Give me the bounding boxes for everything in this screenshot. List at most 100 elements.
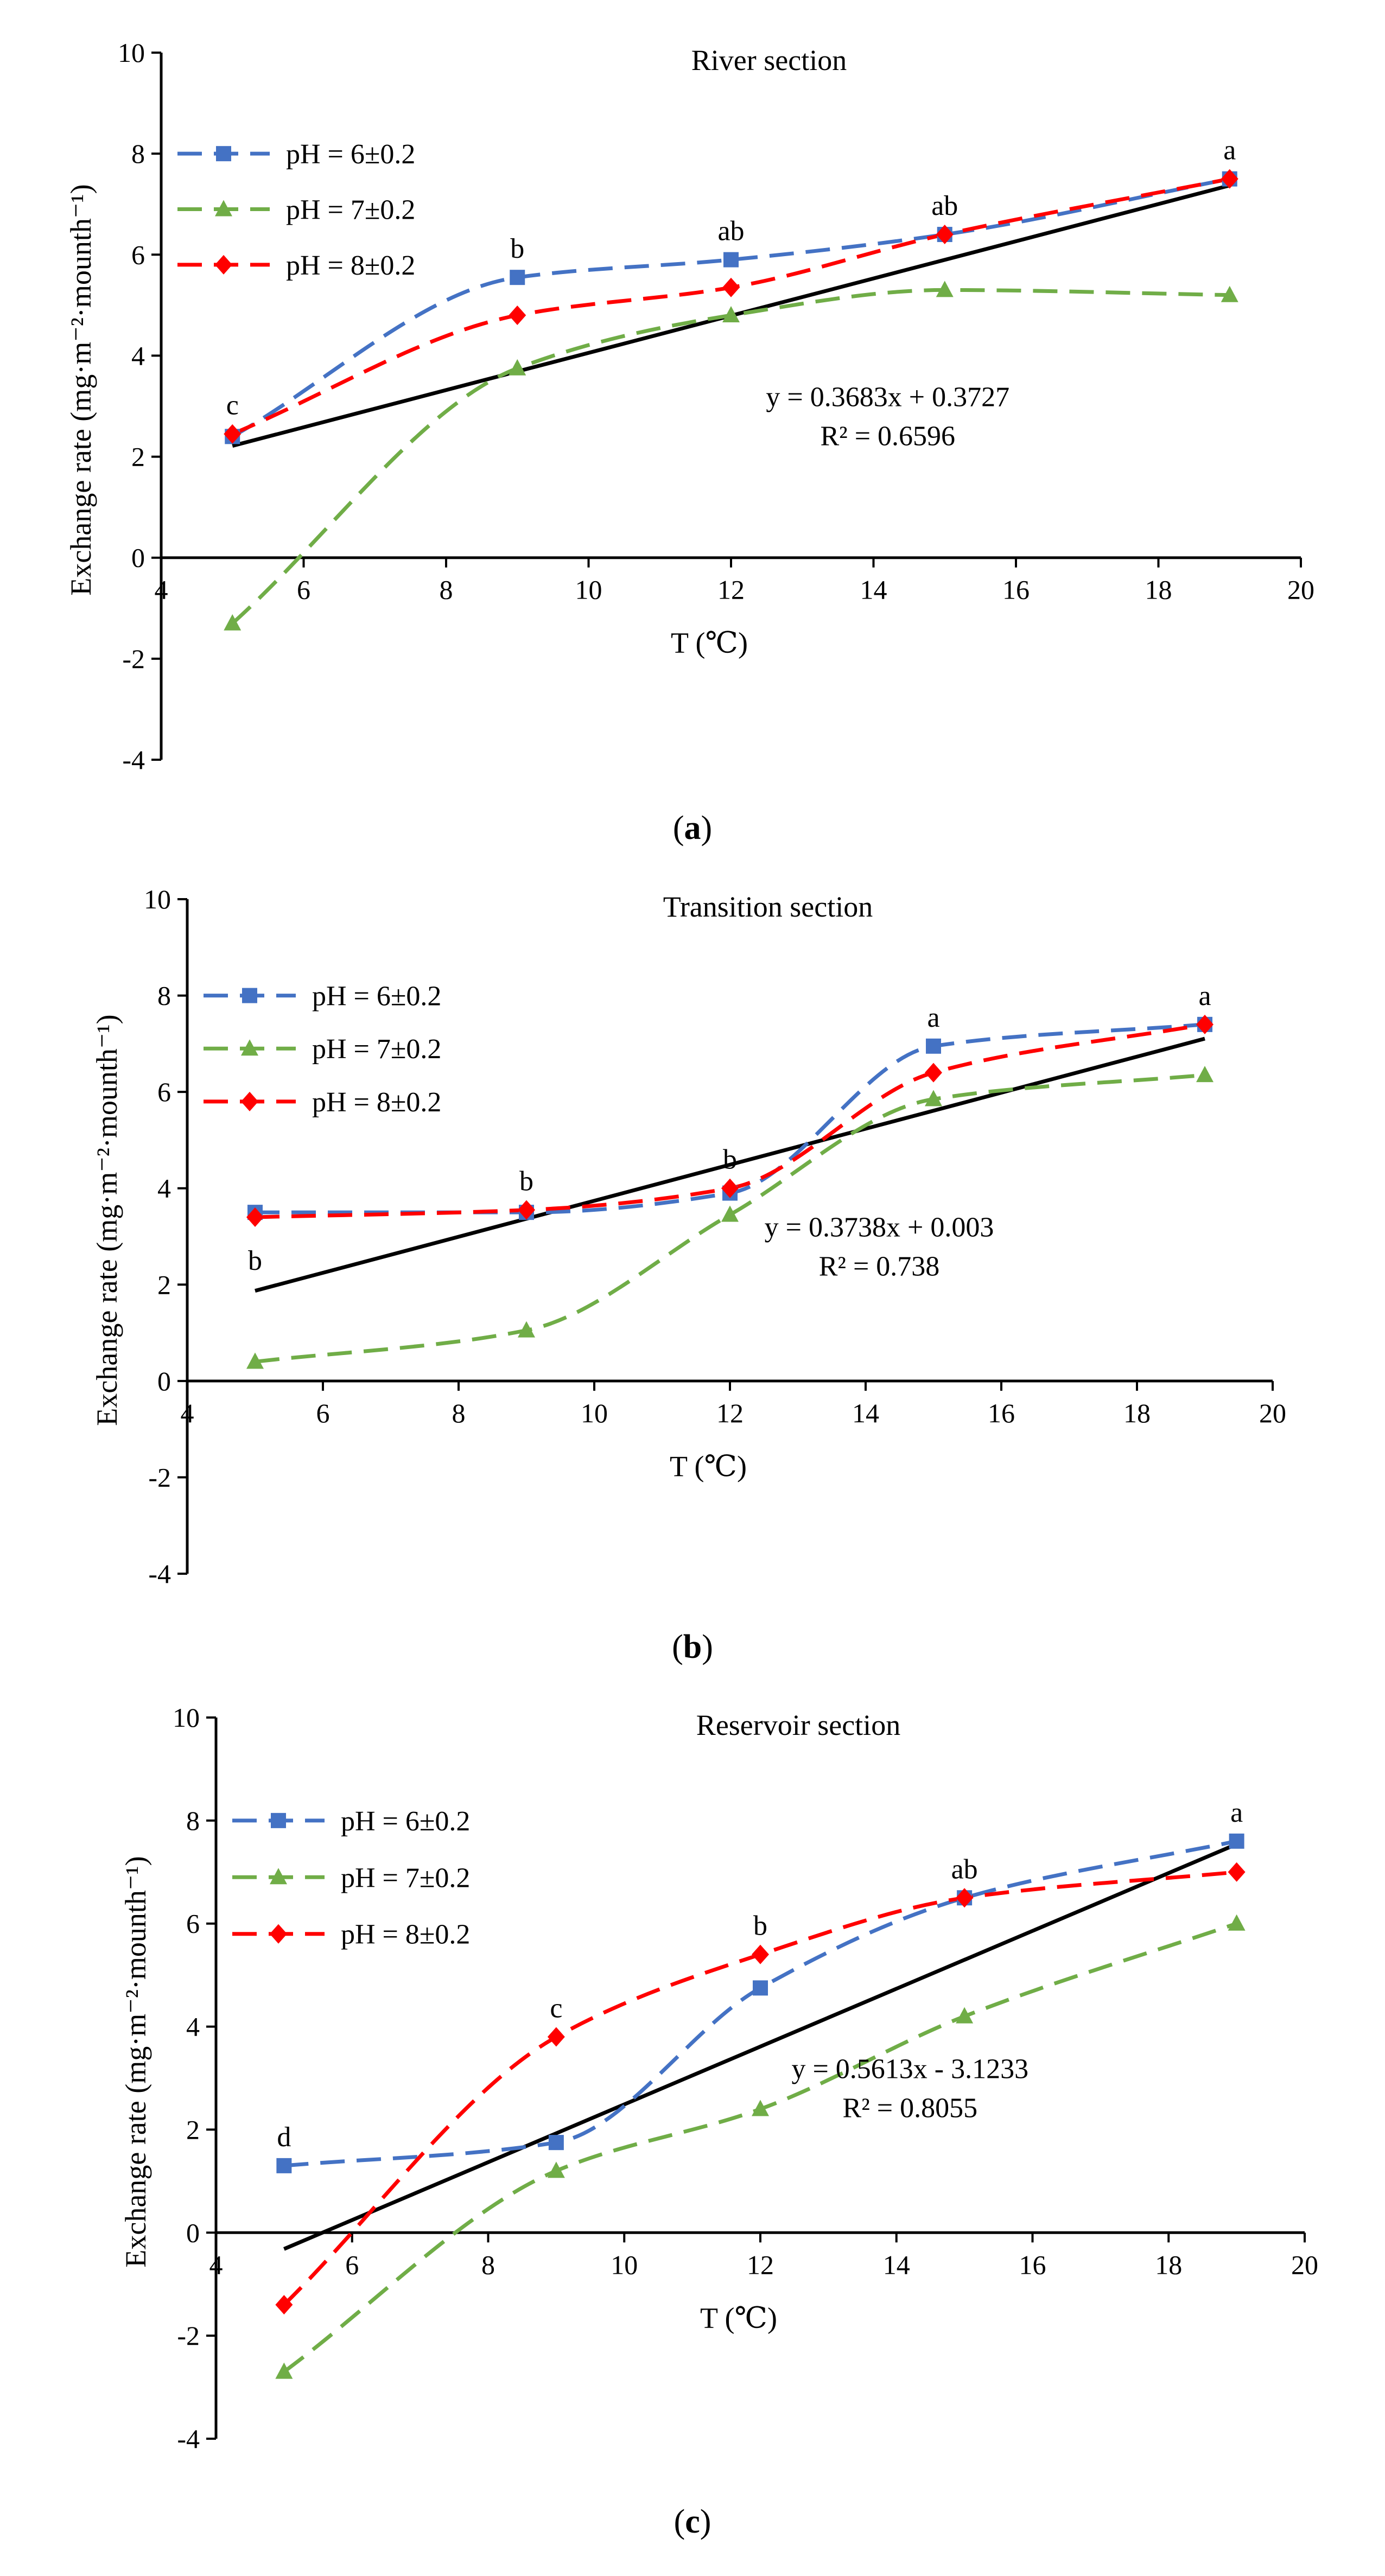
legend-item-triangle: pH = 7±0.2 [204,1034,441,1065]
y-tick-label: 0 [186,2217,200,2248]
x-tick-label: 14 [860,575,887,605]
data-point-triangle [956,2007,974,2024]
chart-panel-2: -4 -2 0 2 4 6 8 10 4 6 8 10 12 14 16 18 20 Transition sec… [91,884,1286,1589]
x-tick-label: 14 [883,2249,910,2280]
significance-letter: a [1223,135,1236,166]
legend-item-diamond: pH = 8±0.2 [204,1087,441,1118]
data-point-triangle [721,1205,739,1222]
y-tick-label: 10 [118,37,145,68]
data-point-diamond [1228,1862,1246,1882]
legend-label: pH = 7±0.2 [341,1862,470,1893]
significance-letter: c [550,1993,562,2024]
legend-marker-triangle [241,1039,258,1056]
panel-caption: (a) [673,810,712,847]
y-tick-label: 4 [157,1173,171,1204]
data-point-triangle [518,1321,535,1338]
legend-label: pH = 8±0.2 [312,1087,441,1118]
caption-letter: b [683,1629,702,1665]
y-tick-label: 2 [186,2114,200,2145]
data-point-diamond [275,2295,293,2315]
series-line-diamond [282,1870,1237,2306]
y-tick-label: 8 [157,981,171,1011]
series-line-triangle [231,288,1230,625]
data-point-square [548,2135,564,2151]
chart-panel-3: -4 -2 0 2 4 6 8 10 4 6 8 10 12 14 16 18 20 Reservoir sect… [119,1702,1318,2454]
data-point-triangle [275,2362,293,2379]
caption-paren-close: ) [702,1629,713,1665]
caption-letter: a [684,810,701,847]
legend-label: pH = 6±0.2 [286,139,415,170]
data-point-diamond [752,1944,769,1964]
y-tick-label: 10 [144,884,171,914]
x-tick-label: 12 [717,575,745,605]
x-tick-label: 18 [1145,575,1172,605]
x-axis-label: T (℃) [670,1450,747,1483]
y-tick-label: -4 [177,2424,200,2454]
x-tick-label: 18 [1123,1398,1151,1428]
x-tick-label: 4 [181,1398,194,1428]
y-tick-label: 6 [157,1077,171,1107]
x-tick-label: 4 [209,2249,223,2280]
data-point-diamond [224,424,242,444]
legend-item-square: pH = 6±0.2 [177,139,415,170]
significance-letter: b [510,233,524,264]
legend-marker-diamond [215,255,232,275]
y-tick-label: -4 [122,745,145,775]
significance-letter: ab [931,190,958,221]
data-point-diamond [722,277,740,297]
data-point-diamond [246,1207,264,1227]
data-point-triangle [1196,1066,1214,1083]
x-tick-label: 6 [297,575,310,605]
legend-marker-square [271,1812,286,1828]
x-tick-label: 6 [345,2249,359,2280]
caption-paren-open: ( [673,810,684,847]
significance-letter: b [723,1144,737,1175]
y-tick-label: 0 [131,543,145,573]
data-point-diamond [509,305,526,325]
x-axis-label: T (℃) [700,2301,777,2334]
chart-title: Transition section [663,891,873,923]
legend-item-triangle: pH = 7±0.2 [232,1862,470,1893]
data-point-square [723,252,739,268]
y-tick-label: -2 [177,2320,200,2351]
chart-title: River section [691,44,847,77]
data-point-diamond [925,1063,942,1083]
trendline-equation: y = 0.3683x + 0.3727 [766,382,1009,413]
legend-marker-triangle [215,200,232,217]
data-point-diamond [956,1888,974,1908]
y-tick-label: 4 [186,2012,200,2042]
legend-item-triangle: pH = 7±0.2 [177,195,415,226]
y-tick-label: -4 [148,1559,171,1589]
caption-paren-close: ) [701,810,713,847]
data-point-triangle [722,306,740,322]
significance-letter: b [519,1166,533,1197]
significance-letter: a [1230,1797,1243,1828]
data-point-diamond [547,2027,565,2047]
y-tick-label: 2 [157,1269,171,1300]
y-tick-label: 2 [131,442,145,472]
legend-item-square: pH = 6±0.2 [232,1806,470,1837]
caption-paren-open: ( [674,2503,685,2540]
legend-item-diamond: pH = 8±0.2 [177,250,415,281]
trendline [283,1842,1237,2251]
x-tick-label: 10 [575,575,602,605]
data-point-square [753,1980,768,1996]
y-tick-label: 6 [186,1909,200,1939]
x-tick-label: 20 [1259,1398,1286,1428]
legend-marker-square [242,988,257,1003]
y-tick-label: 0 [157,1366,171,1396]
chart-panel-1: -4 -2 0 2 4 6 8 10 4 6 8 10 12 14 16 18 20 River section T… [65,37,1314,775]
x-tick-label: 18 [1155,2249,1182,2280]
trendline-r-squared: R² = 0.6596 [820,421,955,452]
data-point-square [1229,1833,1244,1849]
data-point-triangle [1228,1914,1246,1931]
x-tick-label: 16 [1002,575,1030,605]
panel-caption: (c) [674,2503,711,2540]
trendline [255,1036,1205,1293]
x-tick-label: 6 [316,1398,330,1428]
legend-item-diamond: pH = 8±0.2 [232,1919,470,1950]
y-tick-label: 10 [173,1702,200,1733]
significance-letter: ab [951,1854,978,1885]
legend-label: pH = 6±0.2 [312,981,441,1012]
